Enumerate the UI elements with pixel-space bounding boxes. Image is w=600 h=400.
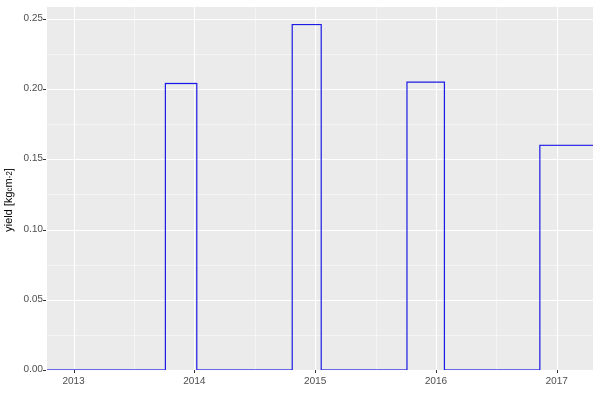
y-axis-tick-mark [43, 89, 46, 91]
gridline-minor-horizontal [47, 265, 593, 266]
x-axis-tick-mark [556, 370, 558, 373]
x-axis-tick-mark [73, 370, 75, 373]
y-axis-tick-label: 0.05 [23, 293, 43, 305]
gridline-major-horizontal [47, 89, 593, 90]
gridline-major-horizontal [47, 159, 593, 160]
y-axis-tick-mark [43, 18, 46, 20]
x-axis-tick-label: 2014 [183, 376, 206, 387]
x-axis-tick-label: 2017 [545, 376, 568, 387]
gridline-minor-vertical [134, 7, 135, 370]
gridline-major-vertical [315, 7, 316, 370]
y-axis-tick-label: 0.25 [23, 12, 43, 24]
x-axis-tick-mark [194, 370, 196, 373]
gridline-major-horizontal [47, 230, 593, 231]
series-step-line [47, 23, 593, 370]
gridline-minor-vertical [376, 7, 377, 370]
gridline-minor-vertical [255, 7, 256, 370]
plot-panel [47, 7, 593, 370]
gridline-minor-horizontal [47, 124, 593, 125]
x-axis-tick-label: 2016 [424, 376, 448, 387]
y-axis-tick-label: 0.20 [23, 83, 43, 95]
y-axis-tick-labels: 0.00 0.05 0.10 0.15 0.20 0.25 [0, 0, 43, 400]
x-axis-tick-mark [315, 370, 317, 373]
gridline-major-vertical [557, 7, 558, 370]
gridline-minor-vertical [496, 7, 497, 370]
gridline-major-vertical [194, 7, 195, 370]
gridline-minor-horizontal [47, 54, 593, 55]
y-axis-tick-label: 0.10 [23, 223, 43, 235]
y-axis-tick-mark [43, 229, 46, 231]
gridline-minor-horizontal [47, 335, 593, 336]
x-axis-tick-label: 2015 [304, 376, 327, 387]
x-axis-tick-mark [435, 370, 437, 373]
gridline-major-vertical [436, 7, 437, 370]
gridline-major-vertical [74, 7, 75, 370]
x-axis-tick-label: 2013 [62, 376, 85, 387]
gridline-minor-horizontal [47, 194, 593, 195]
y-axis-tick-mark [43, 299, 46, 301]
gridline-major-horizontal [47, 19, 593, 20]
y-axis-tick-label: 0.15 [23, 153, 43, 165]
y-axis-tick-mark [43, 370, 46, 371]
gridline-major-horizontal [47, 300, 593, 301]
series-polyline [47, 23, 593, 370]
y-axis-tick-mark [43, 159, 46, 161]
y-axis-tick-label: 0.00 [23, 364, 43, 375]
